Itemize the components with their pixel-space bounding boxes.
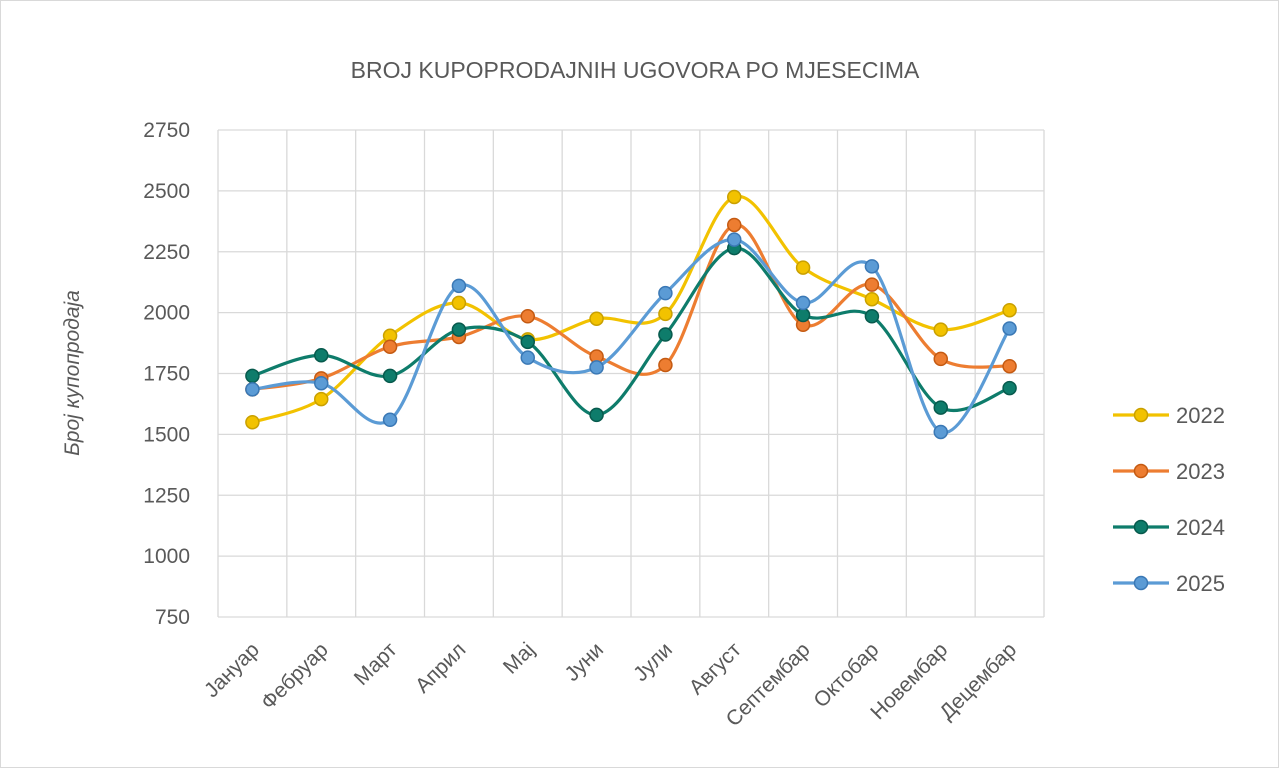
x-tick-label: Март [350,638,402,690]
y-tick-label: 2500 [143,180,190,203]
x-tick-label: Август [685,638,746,699]
data-point [1002,358,1017,374]
data-point [589,311,604,326]
legend-label: 2024 [1176,515,1225,540]
data-point [864,291,880,307]
data-point [933,351,948,367]
series-2022 [245,189,1017,430]
legend: 2022 2023 2024 2025 [1113,403,1225,596]
data-point [520,334,535,350]
y-tick-label: 1750 [143,363,190,386]
data-point [451,278,467,294]
data-point [658,306,673,322]
data-point [589,407,604,423]
y-axis-label: Број купопродаја [61,290,84,456]
data-point [589,360,604,375]
data-point [658,327,673,342]
y-tick-label: 2250 [143,241,190,264]
chart-title: BROJ KUPOPRODAJNIH UGOVORA PO MJESECIMA [351,57,920,83]
data-point [933,424,948,440]
data-point [795,295,811,311]
legend-item-2022: 2022 [1113,403,1225,428]
y-tick-label: 2750 [143,119,190,142]
data-point [245,414,260,430]
data-point [864,309,880,324]
gridlines [217,129,1045,618]
x-tick-label: Мај [499,638,539,678]
y-tick-label: 2000 [143,302,190,325]
legend-label: 2023 [1176,459,1225,484]
series-layer [245,189,1017,440]
y-tick-label: 1250 [143,484,190,507]
data-point [520,309,535,324]
data-point [658,285,673,301]
legend-item-2024: 2024 [1113,515,1225,540]
x-tick-label: Фебруар [257,638,333,714]
series-2024 [245,240,1017,423]
data-point [520,350,535,365]
x-tick-label: Јануар [200,638,264,702]
data-point [864,259,880,274]
y-axis-ticks: 750 1000 1250 1500 1750 2000 2250 2500 2750 [143,119,190,629]
legend-swatch-marker [1133,519,1149,535]
data-point [314,347,329,363]
data-point [1002,302,1017,318]
data-point [314,391,329,407]
y-tick-label: 1000 [143,545,190,568]
data-point [451,295,467,311]
data-point [727,189,742,205]
y-tick-label: 1500 [143,423,190,446]
x-tick-label: Април [411,638,470,697]
data-point [245,382,260,397]
data-point [382,412,398,428]
data-point [1002,321,1017,336]
x-tick-label: Јуни [561,638,609,686]
data-point [658,357,673,373]
legend-label: 2025 [1176,571,1225,596]
data-point [795,260,811,275]
data-point [245,368,260,384]
legend-item-2023: 2023 [1113,459,1225,484]
legend-label: 2022 [1176,403,1225,428]
data-point [314,375,329,391]
x-tick-label: Јули [629,638,677,686]
data-point [727,232,742,247]
legend-item-2025: 2025 [1113,571,1225,596]
legend-swatch-marker [1133,463,1149,479]
data-point [795,307,811,323]
data-point [864,277,880,292]
data-point [933,322,948,337]
y-tick-label: 750 [155,606,190,629]
series-2025 [245,232,1017,440]
data-point [1002,380,1017,396]
legend-swatch-marker [1133,575,1149,591]
data-point [451,322,467,337]
data-point [727,217,742,233]
data-point [382,368,398,384]
data-point [933,400,948,415]
data-point [382,339,398,354]
legend-swatch-marker [1133,407,1149,423]
